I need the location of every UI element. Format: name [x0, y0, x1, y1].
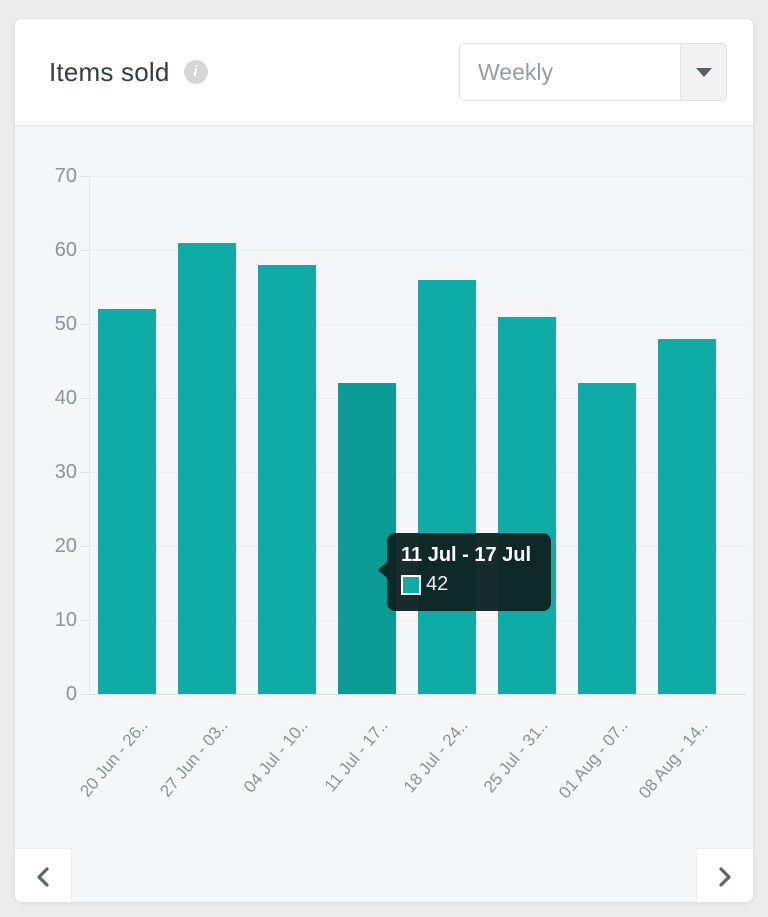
axis-tick [81, 250, 89, 251]
gridline [89, 398, 746, 399]
info-icon[interactable]: i [183, 60, 208, 84]
axis-tick [81, 694, 89, 695]
tooltip-arrow [378, 561, 388, 579]
chevron-right-icon [719, 866, 731, 887]
y-axis-label: 60 [54, 239, 77, 261]
chart-bar[interactable] [498, 317, 556, 694]
series-swatch-icon [401, 574, 421, 595]
y-axis-line [89, 176, 90, 695]
chevron-left-icon [37, 866, 49, 887]
chart-area: 0 10 20 30 40 50 60 70 20 Jun - 26.. 27 Jun - 03.… [15, 126, 753, 902]
gridline [89, 472, 746, 473]
y-axis-label: 30 [54, 461, 77, 483]
axis-tick [81, 398, 89, 399]
period-select[interactable]: Weekly [459, 43, 727, 101]
chart-bar[interactable] [418, 280, 476, 694]
chart-bar[interactable] [178, 243, 236, 694]
gridline [89, 694, 746, 695]
chart-bar[interactable] [578, 383, 636, 694]
card-header: Items sold i Weekly [15, 19, 753, 126]
page-title: Items sold [49, 56, 170, 87]
items-sold-card: Items sold i Weekly 0 10 20 30 40 50 60 70 20 Ju… [14, 18, 754, 903]
period-select-value: Weekly [478, 58, 553, 85]
y-axis-label: 40 [54, 387, 77, 409]
gridline [89, 324, 746, 325]
y-axis-label: 70 [54, 165, 77, 187]
axis-tick [81, 546, 89, 547]
tooltip-row: 42 [401, 573, 537, 596]
axis-tick [81, 176, 89, 177]
axis-tick [81, 324, 89, 325]
chart-bar[interactable] [258, 265, 316, 694]
select-arrow-box[interactable] [680, 44, 726, 100]
gridline [89, 176, 746, 177]
gridline [89, 620, 746, 621]
bar-chart: 0 10 20 30 40 50 60 70 20 Jun - 26.. 27 Jun - 03.… [15, 126, 753, 902]
y-axis-label: 20 [54, 535, 77, 557]
gridline [89, 250, 746, 251]
next-page-button[interactable] [696, 848, 753, 902]
tooltip-value: 42 [426, 573, 449, 595]
chart-bar[interactable] [98, 309, 156, 694]
tooltip-title: 11 Jul - 17 Jul [401, 544, 532, 566]
axis-tick [81, 472, 89, 473]
axis-tick [81, 620, 89, 621]
y-axis-label: 50 [54, 313, 77, 335]
chevron-down-icon [695, 67, 712, 77]
y-axis-label: 10 [54, 609, 77, 631]
chart-tooltip: 11 Jul - 17 Jul 42 [378, 533, 551, 611]
chart-bar[interactable] [338, 383, 396, 694]
title-wrap: Items sold i [49, 57, 208, 88]
chart-bar[interactable] [658, 339, 716, 694]
y-axis-label: 0 [65, 683, 77, 705]
prev-page-button[interactable] [15, 848, 72, 902]
